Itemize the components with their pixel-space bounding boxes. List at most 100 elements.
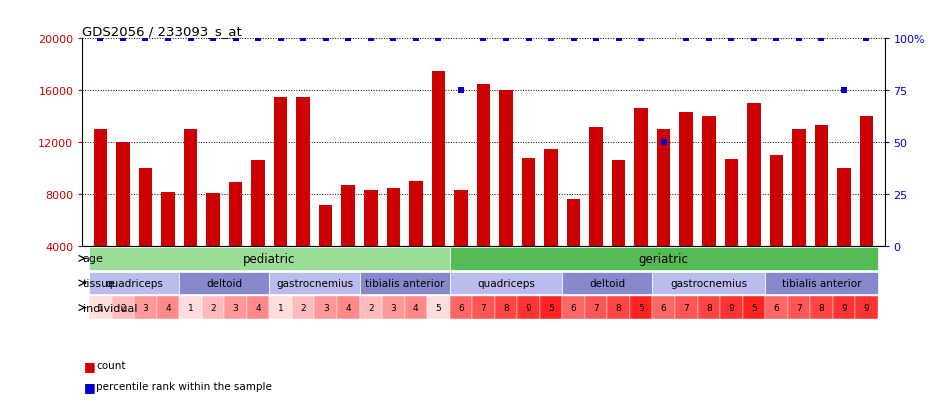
Text: 5: 5 bbox=[548, 303, 554, 312]
Bar bbox=[495, 297, 518, 319]
Bar bbox=[89, 247, 449, 270]
Bar bbox=[747, 104, 761, 247]
Text: 7: 7 bbox=[480, 303, 487, 312]
Bar bbox=[476, 85, 490, 247]
Bar bbox=[720, 297, 742, 319]
Point bbox=[183, 36, 198, 43]
Text: quadriceps: quadriceps bbox=[105, 278, 163, 288]
Point bbox=[611, 36, 626, 43]
Bar bbox=[427, 297, 449, 319]
Text: 8: 8 bbox=[706, 303, 711, 312]
Text: 5: 5 bbox=[435, 303, 441, 312]
Bar bbox=[765, 297, 787, 319]
Point bbox=[408, 36, 423, 43]
Bar bbox=[607, 297, 630, 319]
Bar bbox=[359, 297, 382, 319]
Text: tibialis anterior: tibialis anterior bbox=[365, 278, 445, 288]
Point bbox=[431, 36, 446, 43]
Text: 8: 8 bbox=[819, 303, 825, 312]
Bar bbox=[860, 117, 873, 247]
Bar bbox=[567, 200, 580, 247]
Bar bbox=[635, 109, 648, 247]
Bar bbox=[814, 126, 828, 247]
Bar bbox=[183, 130, 197, 247]
Bar bbox=[134, 297, 156, 319]
Bar bbox=[856, 297, 878, 319]
Point bbox=[160, 36, 175, 43]
Bar bbox=[297, 97, 310, 247]
Bar bbox=[270, 272, 359, 294]
Text: tissue: tissue bbox=[82, 278, 115, 288]
Point bbox=[837, 88, 852, 94]
Text: 1: 1 bbox=[97, 303, 103, 312]
Point bbox=[768, 36, 783, 43]
Text: geriatric: geriatric bbox=[638, 252, 689, 265]
Bar bbox=[765, 272, 878, 294]
Point bbox=[93, 36, 108, 43]
Bar bbox=[544, 150, 558, 247]
Bar bbox=[449, 272, 563, 294]
Bar bbox=[387, 188, 400, 247]
Bar bbox=[563, 272, 652, 294]
Bar bbox=[404, 297, 427, 319]
Bar bbox=[292, 297, 314, 319]
Text: 5: 5 bbox=[751, 303, 756, 312]
Bar bbox=[270, 297, 292, 319]
Text: ■: ■ bbox=[84, 380, 96, 393]
Text: 1: 1 bbox=[278, 303, 284, 312]
Bar bbox=[521, 159, 535, 247]
Point bbox=[679, 36, 694, 43]
Text: 2: 2 bbox=[300, 303, 306, 312]
Bar bbox=[787, 297, 811, 319]
Bar bbox=[454, 191, 468, 247]
Bar bbox=[202, 297, 225, 319]
Text: deltoid: deltoid bbox=[206, 278, 242, 288]
Text: quadriceps: quadriceps bbox=[477, 278, 534, 288]
Text: 7: 7 bbox=[593, 303, 599, 312]
Bar bbox=[769, 156, 783, 247]
Bar bbox=[252, 161, 265, 247]
Text: ■: ■ bbox=[84, 359, 96, 372]
Bar bbox=[111, 297, 134, 319]
Point bbox=[634, 36, 649, 43]
Bar bbox=[225, 297, 247, 319]
Text: gastrocnemius: gastrocnemius bbox=[276, 278, 353, 288]
Bar bbox=[792, 130, 806, 247]
Text: age: age bbox=[82, 254, 104, 264]
Text: 8: 8 bbox=[616, 303, 622, 312]
Bar bbox=[359, 272, 449, 294]
Text: 2: 2 bbox=[120, 303, 125, 312]
Text: 7: 7 bbox=[796, 303, 802, 312]
Text: count: count bbox=[96, 361, 126, 370]
Bar bbox=[180, 297, 202, 319]
Text: 9: 9 bbox=[728, 303, 734, 312]
Point bbox=[566, 36, 581, 43]
Point bbox=[453, 88, 468, 94]
Bar bbox=[724, 160, 739, 247]
Bar bbox=[431, 71, 446, 247]
Text: 4: 4 bbox=[413, 303, 418, 312]
Bar bbox=[540, 297, 563, 319]
Bar bbox=[697, 297, 720, 319]
Bar bbox=[657, 130, 670, 247]
Text: individual: individual bbox=[82, 303, 137, 313]
Bar bbox=[180, 272, 270, 294]
Bar bbox=[337, 297, 359, 319]
Bar bbox=[585, 297, 607, 319]
Text: 2: 2 bbox=[368, 303, 373, 312]
Text: gastrocnemius: gastrocnemius bbox=[670, 278, 747, 288]
Bar bbox=[702, 117, 715, 247]
Bar bbox=[116, 143, 130, 247]
Point bbox=[724, 36, 739, 43]
Text: 2: 2 bbox=[211, 303, 216, 312]
Point bbox=[138, 36, 153, 43]
Text: 1: 1 bbox=[187, 303, 194, 312]
Bar bbox=[89, 297, 111, 319]
Point bbox=[701, 36, 716, 43]
Bar bbox=[382, 297, 404, 319]
Bar bbox=[630, 297, 652, 319]
Bar bbox=[161, 192, 175, 247]
Bar bbox=[742, 297, 765, 319]
Point bbox=[251, 36, 266, 43]
Bar bbox=[590, 127, 603, 247]
